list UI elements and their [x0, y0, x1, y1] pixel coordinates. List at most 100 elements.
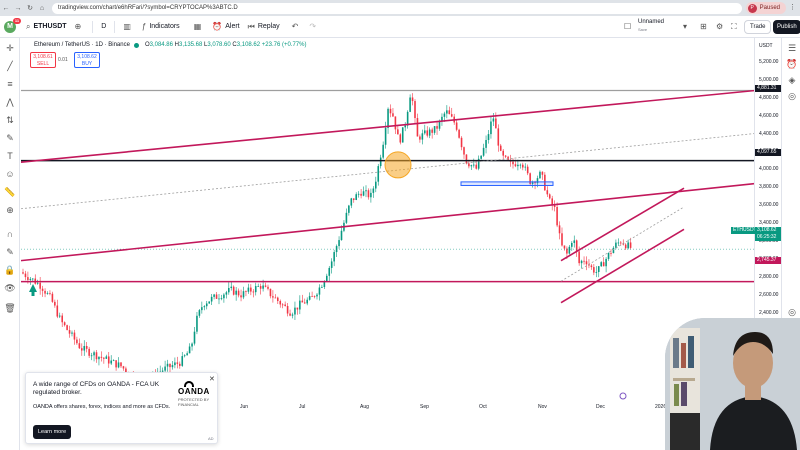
price-chart[interactable] [21, 38, 754, 408]
layout-name[interactable]: Unnamed Save [638, 19, 664, 33]
watchlist-icon[interactable]: ☰ [787, 43, 797, 53]
interval-button[interactable]: D [101, 23, 106, 30]
sell-button[interactable]: 3,108.61 SELL [30, 52, 56, 68]
candle-body [463, 147, 465, 155]
currency-label[interactable]: USDT [759, 43, 773, 49]
candle-body [524, 166, 527, 168]
indicators-button[interactable]: ƒ Indicators [142, 22, 180, 31]
candle-body [629, 242, 632, 248]
last-price-label: 3,108.62 [755, 227, 782, 234]
lock-drawings-icon[interactable]: ✎ [6, 247, 14, 257]
projection-icon[interactable]: ⇅ [6, 115, 14, 125]
candle-body [281, 304, 284, 306]
candle-body [107, 356, 110, 364]
browser-menu-icon[interactable]: ⋮ [789, 4, 796, 11]
layers-icon[interactable]: ◈ [788, 75, 796, 85]
crosshair-icon[interactable]: ✛ [6, 43, 14, 53]
time-tick: Jun [240, 404, 249, 410]
candle-body [345, 212, 348, 223]
back-icon[interactable]: ← [2, 4, 10, 12]
candle-body [338, 240, 340, 247]
user-avatar[interactable]: M 11 [4, 17, 21, 33]
candle-body [401, 127, 404, 143]
candle-body [78, 343, 81, 349]
magnet-icon[interactable]: ∩ [6, 229, 14, 239]
layout-checkbox-icon[interactable]: ☐ [624, 22, 632, 31]
search-icon: ⌕ [26, 21, 31, 31]
quick-search-icon[interactable]: ⊞ [700, 22, 707, 31]
ideas-icon[interactable]: ◎ [788, 91, 796, 101]
buy-signal-arrow [29, 284, 37, 296]
candle-body [122, 366, 125, 369]
layout-dropdown-icon[interactable]: ▾ [683, 22, 688, 31]
candle-body [379, 157, 382, 167]
settings-icon[interactable]: ⚙ [716, 22, 724, 31]
candle-body [321, 286, 323, 288]
fullscreen-icon[interactable]: ⛶ [731, 22, 737, 31]
alert-button[interactable]: ⏰ Alert [212, 22, 239, 31]
candle-body [125, 368, 127, 373]
lock-icon[interactable]: 🔒 [4, 265, 16, 275]
address-bar[interactable]: tradingview.com/chart/e6hRFari/?symbol=C… [52, 2, 742, 14]
candle-body [556, 206, 558, 226]
candle-body [83, 345, 86, 351]
pattern-icon[interactable]: ⋀ [6, 97, 14, 107]
forward-icon[interactable]: → [14, 4, 22, 12]
profile-chip[interactable]: P Paused [745, 2, 786, 14]
candle-body [583, 260, 585, 262]
candle-body [90, 355, 93, 357]
trade-button[interactable]: Trade [744, 20, 772, 34]
candle-body [330, 261, 333, 268]
candle-body [269, 288, 272, 297]
candle-body [541, 171, 544, 175]
trash-icon[interactable]: 🗑 [4, 303, 16, 313]
bar-countdown: 06:25:32 [755, 234, 782, 241]
zoom-in-icon[interactable]: ⊕ [6, 205, 14, 215]
candle-body [575, 240, 578, 252]
candle-body [262, 285, 264, 289]
replay-button[interactable]: ⏮ Replay [248, 22, 280, 32]
support-zone-box [460, 181, 554, 186]
candle-body [242, 291, 245, 298]
indicators-label: Indicators [149, 23, 180, 30]
target-icon[interactable]: ◎ [788, 307, 796, 317]
trendline-icon[interactable]: ╱ [7, 61, 13, 71]
learn-more-button[interactable]: Learn more [33, 425, 72, 439]
close-icon[interactable]: ✕ [209, 376, 215, 383]
candle-body [620, 242, 622, 244]
chart-type-button[interactable]: ▥ [123, 22, 134, 31]
candle-body [387, 108, 389, 128]
symbol-tag: ETHUSDT [731, 227, 757, 234]
brush-icon[interactable]: ✎ [6, 133, 14, 143]
channel-bottom-line [21, 182, 754, 262]
candle-body [117, 362, 120, 368]
price-tick: 2,600.00 [759, 291, 779, 298]
candle-body [277, 297, 279, 302]
symbol-search-button[interactable]: ⌕ ETHUSDT [26, 22, 67, 32]
text-icon[interactable]: T [7, 151, 13, 161]
candle-body [563, 245, 566, 249]
change-value: +23.76 (+0.77%) [261, 42, 307, 48]
fib-icon[interactable]: ≡ [7, 79, 13, 89]
compare-button[interactable]: ⊕ [75, 22, 85, 31]
candle-body [220, 298, 223, 300]
candle-body [257, 286, 259, 287]
redo-button[interactable]: ↷ [309, 22, 319, 31]
layouts-button[interactable]: ▦ [194, 22, 205, 31]
alerts-icon[interactable]: ⏰ [786, 59, 798, 69]
publish-button[interactable]: Publish [773, 20, 800, 34]
symbol-title[interactable]: Ethereum / TetherUS · 1D · Binance [34, 42, 130, 48]
ruler-icon[interactable]: 📏 [4, 187, 16, 197]
emoji-icon[interactable]: ☺ [5, 169, 15, 179]
sell-price: 3,108.61 [33, 54, 53, 60]
candle-body [426, 130, 429, 136]
candle-body [210, 296, 213, 302]
home-icon[interactable]: ⌂ [39, 4, 45, 12]
reload-icon[interactable]: ↻ [27, 5, 33, 12]
ad-popup[interactable]: A wide range of CFDs on OANDA - FCA UK r… [25, 372, 218, 444]
buy-button[interactable]: 3,108.62 BUY [74, 52, 100, 68]
eye-icon[interactable]: 👁 [4, 283, 16, 293]
candle-body [299, 300, 301, 310]
undo-button[interactable]: ↶ [292, 22, 302, 31]
price-tick: 2,800.00 [759, 273, 779, 280]
